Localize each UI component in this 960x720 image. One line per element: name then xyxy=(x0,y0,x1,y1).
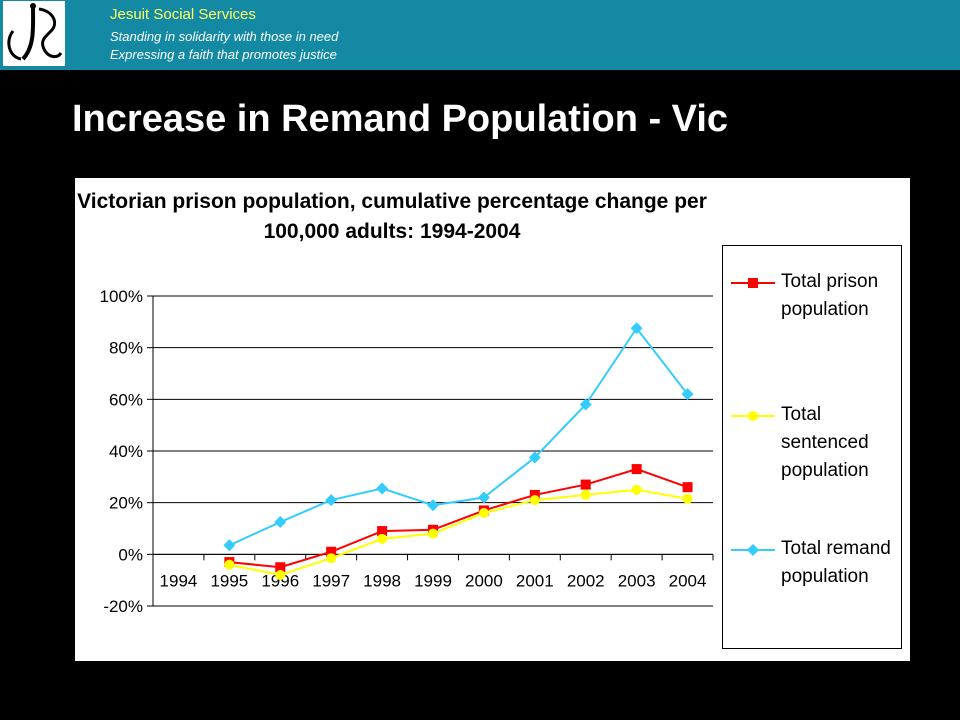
data-point xyxy=(528,451,541,464)
jss-logo xyxy=(3,1,65,66)
x-tick-label: 2003 xyxy=(618,571,656,590)
y-tick-label: -20% xyxy=(103,597,143,616)
data-point xyxy=(326,553,337,564)
data-point xyxy=(529,489,540,500)
data-point xyxy=(427,499,439,512)
data-point xyxy=(682,482,693,493)
legend-symbol-diamond xyxy=(731,544,775,556)
org-name: Jesuit Social Services xyxy=(110,6,256,23)
data-point xyxy=(223,539,236,552)
x-tick-label: 2002 xyxy=(567,571,605,590)
tagline: Standing in solidarity with those in nee… xyxy=(110,29,339,44)
jss-logo-icon xyxy=(7,3,63,61)
data-point xyxy=(682,493,693,504)
data-point xyxy=(377,526,388,537)
axis-layer: 100% 80% 60% 40% 20% 0% -20% 1994 1995 1996 1997 19… xyxy=(100,287,714,616)
data-point xyxy=(224,559,235,570)
data-point xyxy=(275,570,286,580)
data-point xyxy=(631,484,642,495)
legend-symbol-square xyxy=(731,278,775,288)
data-point xyxy=(580,489,591,500)
series-layer xyxy=(223,322,694,580)
data-point xyxy=(275,562,286,573)
y-tick-label: 100% xyxy=(100,287,143,306)
chart-title-line-1: Victorian prison population, cumulative … xyxy=(77,190,707,213)
series-line xyxy=(228,326,689,547)
data-point xyxy=(529,495,540,506)
series-line xyxy=(229,488,688,577)
header-bar: Jesuit Social Services Standing in solid… xyxy=(0,0,960,70)
x-tick-label: 1996 xyxy=(261,571,299,590)
x-tick-label: 1999 xyxy=(414,571,452,590)
y-tick-label: 40% xyxy=(109,442,143,461)
legend-label: Total sentenced population xyxy=(781,404,869,481)
legend-label: Total remand population xyxy=(781,538,891,587)
y-tick-label: 60% xyxy=(109,390,143,409)
x-tick-label: 1997 xyxy=(312,571,350,590)
grid-layer xyxy=(153,295,713,607)
data-point xyxy=(274,516,287,529)
data-point xyxy=(631,464,642,475)
data-point xyxy=(377,533,388,544)
y-tick-label: 80% xyxy=(109,339,143,358)
data-point xyxy=(477,491,490,504)
series-line xyxy=(229,468,688,569)
chart-title-line-2: 100,000 adults: 1994-2004 xyxy=(264,220,521,243)
data-point xyxy=(580,479,591,490)
data-point xyxy=(579,398,592,411)
x-tick-label: 1998 xyxy=(363,571,401,590)
legend-label: Total prison population xyxy=(781,271,879,320)
legend-symbol-circle xyxy=(731,411,775,421)
data-point xyxy=(630,322,643,335)
data-point xyxy=(325,494,338,507)
x-tick-label: 1995 xyxy=(210,571,248,590)
chart-panel: Victorian prison population, cumulative … xyxy=(75,178,910,661)
x-tick-label: 2001 xyxy=(516,571,554,590)
line-chart: Victorian prison population, cumulative … xyxy=(77,190,714,616)
page-title: Increase in Remand Population - Vic xyxy=(72,98,729,140)
data-point xyxy=(376,482,389,495)
x-tick-label: 2000 xyxy=(465,571,503,590)
data-point xyxy=(326,546,337,557)
x-tick-label: 1994 xyxy=(160,571,198,590)
legend: Total prison population Total sentenced … xyxy=(722,245,902,649)
y-tick-label: 0% xyxy=(118,545,143,564)
x-tick-label: 2004 xyxy=(669,571,707,590)
data-point xyxy=(428,528,438,539)
y-tick-label: 20% xyxy=(109,494,143,513)
data-point xyxy=(681,388,694,401)
tagline: Expressing a faith that promotes justice xyxy=(110,47,337,62)
data-point xyxy=(478,508,489,518)
